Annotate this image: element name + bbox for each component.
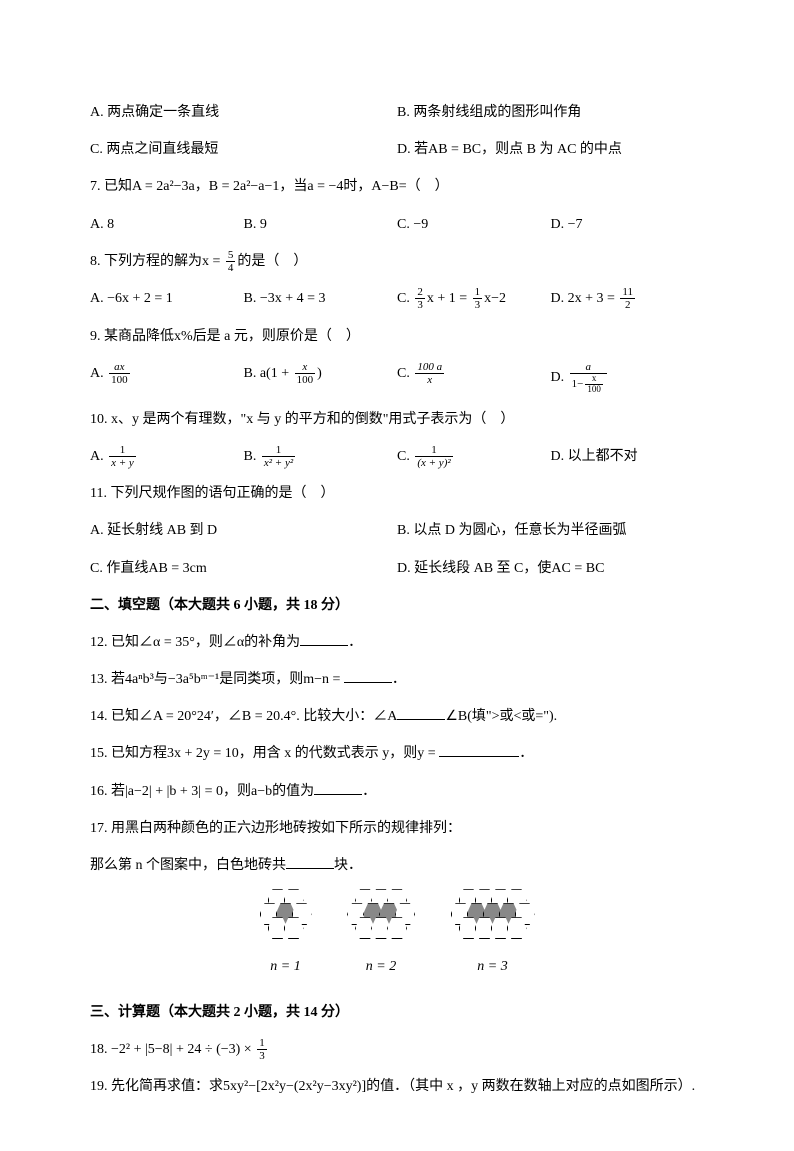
section3-heading: 三、计算题（本大题共 2 小题，共 14 分） <box>90 1000 704 1025</box>
hex-group-n2: n = 2 <box>349 890 413 979</box>
hex-group-n1: n = 1 <box>262 890 310 979</box>
q11-options-row1: A. 延长射线 AB 到 D B. 以点 D 为圆心，任意长为半径画弧 <box>90 518 704 543</box>
hex-label-n2: n = 2 <box>349 954 413 979</box>
q16: 16. 若|a−2| + |b + 3| = 0，则a−b的值为． <box>90 779 704 804</box>
q8-option-a: A. −6x + 2 = 1 <box>90 286 244 311</box>
q12: 12. 已知∠α = 35°，则∠α的补角为． <box>90 630 704 655</box>
q7-options: A. 8 B. 9 C. −9 D. −7 <box>90 212 704 237</box>
q6-options-row1: A. 两点确定一条直线 B. 两条射线组成的图形叫作角 <box>90 100 704 125</box>
q6-option-d: D. 若AB = BC，则点 B 为 AC 的中点 <box>397 137 704 162</box>
q9-stem: 9. 某商品降低x%后是 a 元，则原价是（ ） <box>90 324 704 349</box>
q17-line2: 那么第 n 个图案中，白色地砖共块． <box>90 853 704 878</box>
q6-options-row2: C. 两点之间直线最短 D. 若AB = BC，则点 B 为 AC 的中点 <box>90 137 704 162</box>
q6-option-a: A. 两点确定一条直线 <box>90 100 397 125</box>
q8-option-b: B. −3x + 4 = 3 <box>244 286 398 311</box>
q9-option-c: C. 100 ax <box>397 361 551 395</box>
q11-options-row2: C. 作直线AB = 3cm D. 延长线段 AB 至 C，使AC = BC <box>90 556 704 581</box>
q9-options: A. ax100 B. a(1 + x100) C. 100 ax D. a1−… <box>90 361 704 395</box>
q14: 14. 已知∠A = 20°24′，∠B = 20.4°. 比较大小：∠A∠B(… <box>90 704 704 729</box>
fraction-icon: 54 <box>226 249 236 274</box>
q9-option-a: A. ax100 <box>90 361 244 395</box>
fill-blank <box>397 705 445 720</box>
fill-blank <box>344 668 392 683</box>
q11-option-c: C. 作直线AB = 3cm <box>90 556 397 581</box>
fill-blank <box>314 780 362 795</box>
q7-option-c: C. −9 <box>397 212 551 237</box>
q11-stem: 11. 下列尺规作图的语句正确的是（ ） <box>90 481 704 506</box>
q15: 15. 已知方程3x + 2y = 10，用含 x 的代数式表示 y，则y = … <box>90 741 704 766</box>
q7-option-b: B. 9 <box>244 212 398 237</box>
q10-option-d: D. 以上都不对 <box>551 444 705 469</box>
hex-group-n3: n = 3 <box>453 890 533 979</box>
q19: 19. 先化简再求值：求5xy²−[2x²y−(2x²y−3xy²)]的值．（其… <box>90 1074 704 1099</box>
fill-blank <box>286 854 334 869</box>
fill-blank <box>300 631 348 646</box>
q10-options: A. 1x + y B. 1x² + y² C. 1(x + y)² D. 以上… <box>90 444 704 469</box>
q7-stem: 7. 已知A = 2a²−3a，B = 2a²−a−1，当a = −4时，A−B… <box>90 174 704 199</box>
q10-option-a: A. 1x + y <box>90 444 244 469</box>
q13: 13. 若4aⁿb³与−3a⁵bᵐ⁻¹是同类项，则m−n = ． <box>90 667 704 692</box>
q11-option-a: A. 延长射线 AB 到 D <box>90 518 397 543</box>
hex-label-n1: n = 1 <box>262 954 310 979</box>
q17-line1: 17. 用黑白两种颜色的正六边形地砖按如下所示的规律排列： <box>90 816 704 841</box>
q8-stem: 8. 下列方程的解为x = 54的是（ ） <box>90 249 704 274</box>
q6-option-c: C. 两点之间直线最短 <box>90 137 397 162</box>
page-content: A. 两点确定一条直线 B. 两条射线组成的图形叫作角 C. 两点之间直线最短 … <box>0 0 794 1151</box>
q8-options: A. −6x + 2 = 1 B. −3x + 4 = 3 C. 23x + 1… <box>90 286 704 311</box>
q6-option-b: B. 两条射线组成的图形叫作角 <box>397 100 704 125</box>
q10-stem: 10. x、y 是两个有理数，"x 与 y 的平方和的倒数"用式子表示为（ ） <box>90 407 704 432</box>
q9-option-d: D. a1−x100 <box>551 361 705 395</box>
q9-option-b: B. a(1 + x100) <box>244 361 398 395</box>
fill-blank <box>439 742 519 757</box>
q10-option-b: B. 1x² + y² <box>244 444 398 469</box>
q11-option-b: B. 以点 D 为圆心，任意长为半径画弧 <box>397 518 704 543</box>
q11-option-d: D. 延长线段 AB 至 C，使AC = BC <box>397 556 704 581</box>
q7-option-a: A. 8 <box>90 212 244 237</box>
hex-label-n3: n = 3 <box>453 954 533 979</box>
q18: 18. −2² + |5−8| + 24 ÷ (−3) × 13 <box>90 1037 704 1062</box>
q8-option-d: D. 2x + 3 = 112 <box>551 286 705 311</box>
hexagon-figure: n = 1 n = 2 n = 3 <box>90 890 704 979</box>
q7-option-d: D. −7 <box>551 212 705 237</box>
q8-option-c: C. 23x + 1 = 13x−2 <box>397 286 551 311</box>
q10-option-c: C. 1(x + y)² <box>397 444 551 469</box>
section2-heading: 二、填空题（本大题共 6 小题，共 18 分） <box>90 593 704 618</box>
